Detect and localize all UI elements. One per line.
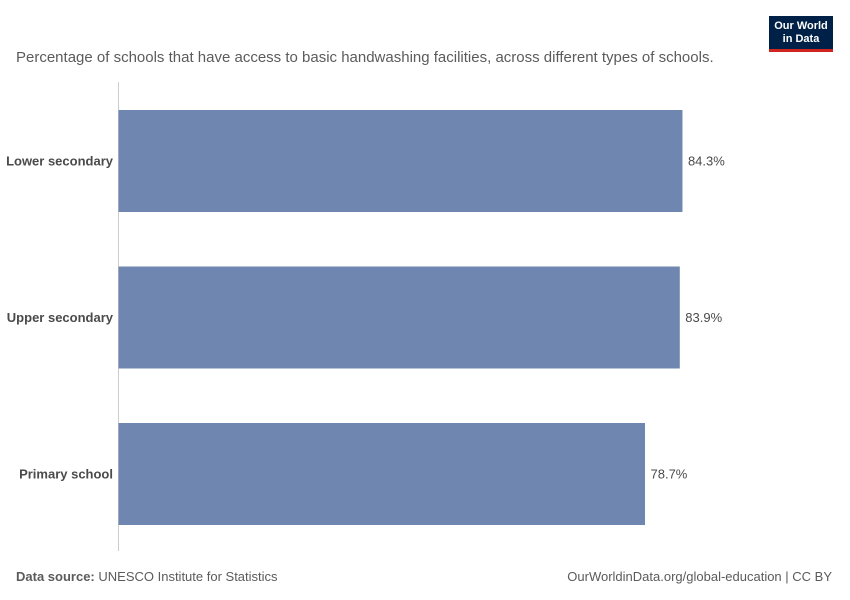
value-label: 78.7% — [651, 467, 688, 482]
logo-line-1: Our World — [774, 20, 828, 32]
owid-logo[interactable]: Our World in Data — [769, 16, 833, 52]
data-source-value: UNESCO Institute for Statistics — [98, 569, 278, 584]
chart-subtitle: Percentage of schools that have access t… — [16, 49, 714, 66]
data-source: Data source: UNESCO Institute for Statis… — [16, 569, 278, 584]
bar-upper-secondary[interactable] — [118, 266, 680, 369]
category-label: Upper secondary — [7, 310, 114, 325]
value-label: 83.9% — [685, 310, 722, 325]
bar-lower-secondary[interactable] — [118, 110, 683, 212]
logo-line-2: in Data — [782, 33, 820, 45]
category-label: Primary school — [19, 467, 113, 482]
data-source-label: Data source: — [16, 569, 95, 584]
bars-group: Lower secondary 84.3% Upper secondary 83.9%… — [6, 110, 725, 525]
category-label: Lower secondary — [6, 154, 114, 169]
bar-primary-school[interactable] — [118, 423, 646, 525]
source-url-license[interactable]: OurWorldinData.org/global-education | CC… — [567, 569, 832, 584]
value-label: 84.3% — [688, 154, 725, 169]
